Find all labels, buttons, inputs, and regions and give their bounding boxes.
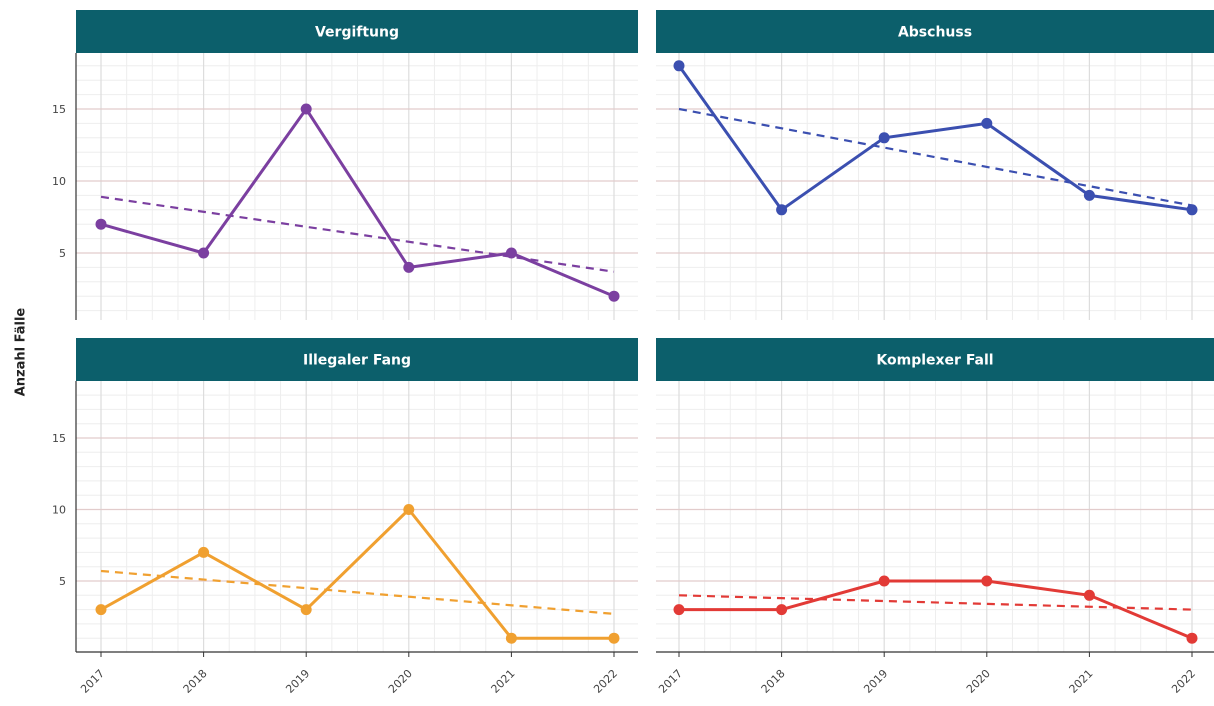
data-point <box>776 204 788 216</box>
facet-title: Vergiftung <box>315 25 399 41</box>
y-axis-label: Anzahl Fälle <box>13 307 29 397</box>
x-tick-label: 2022 <box>591 667 620 696</box>
y-tick-label: 15 <box>52 432 66 445</box>
data-point <box>403 504 415 515</box>
data-point <box>673 604 685 616</box>
facet-strip <box>76 10 638 53</box>
y-tick-label: 5 <box>59 247 66 260</box>
trend-line <box>100 569 615 615</box>
x-tick-label: 2019 <box>861 667 890 696</box>
x-tick-label: 2022 <box>1169 667 1198 696</box>
facet-panel-2: Abschuss <box>656 10 1214 320</box>
data-point <box>1186 204 1198 216</box>
series-line <box>677 64 1193 212</box>
facet-title: Abschuss <box>898 25 972 41</box>
x-tick-label: 2017 <box>656 667 685 696</box>
x-tick-label: 2020 <box>964 667 993 696</box>
trend-line <box>100 195 615 273</box>
data-point <box>403 261 415 273</box>
data-point <box>608 632 620 644</box>
x-tick-label: 2018 <box>181 667 210 696</box>
x-tick-label: 2017 <box>78 667 107 696</box>
x-tick-label: 2021 <box>1067 667 1096 696</box>
y-tick-label: 5 <box>59 575 66 588</box>
data-point <box>981 575 993 587</box>
series-line <box>679 579 1193 640</box>
facet-title: Illegaler Fang <box>303 353 411 369</box>
x-tick-label: 2021 <box>489 667 518 696</box>
data-point <box>300 604 312 616</box>
data-point <box>1083 189 1095 201</box>
series-line <box>100 107 615 298</box>
data-point <box>198 546 210 558</box>
facet-strip <box>76 338 638 381</box>
trend-line <box>678 594 1193 611</box>
data-point <box>95 218 107 230</box>
data-point <box>505 247 517 259</box>
facet-panel-4: Komplexer Fall 2017 2018 2019 2020 2021 2022 <box>656 338 1214 696</box>
x-tick-label: 2020 <box>386 667 415 696</box>
data-point <box>878 132 890 144</box>
data-point <box>1186 632 1198 644</box>
data-point <box>198 247 210 259</box>
data-point <box>776 604 788 616</box>
x-tick-label: 2018 <box>759 667 788 696</box>
y-tick-label: 15 <box>52 103 66 116</box>
facet-panel-1: Vergiftung 5 10 15 <box>52 10 638 320</box>
facet-strip <box>656 338 1214 381</box>
data-point <box>878 575 890 587</box>
trend-line <box>678 107 1193 207</box>
x-tick-label: 2019 <box>283 667 312 696</box>
data-point <box>300 103 312 115</box>
data-point <box>673 60 685 72</box>
series-line <box>100 508 614 640</box>
facet-title: Komplexer Fall <box>876 353 993 369</box>
data-point <box>95 604 107 616</box>
data-point <box>1083 589 1095 601</box>
facet-strip <box>656 10 1214 53</box>
data-point <box>981 117 993 129</box>
data-point <box>505 632 517 644</box>
y-tick-label: 10 <box>52 504 66 517</box>
y-tick-label: 10 <box>52 175 66 188</box>
data-point <box>608 290 620 302</box>
facet-panel-3: Illegaler Fang 5 10 15 2017 2018 2019 2020 2021 2… <box>52 338 638 696</box>
